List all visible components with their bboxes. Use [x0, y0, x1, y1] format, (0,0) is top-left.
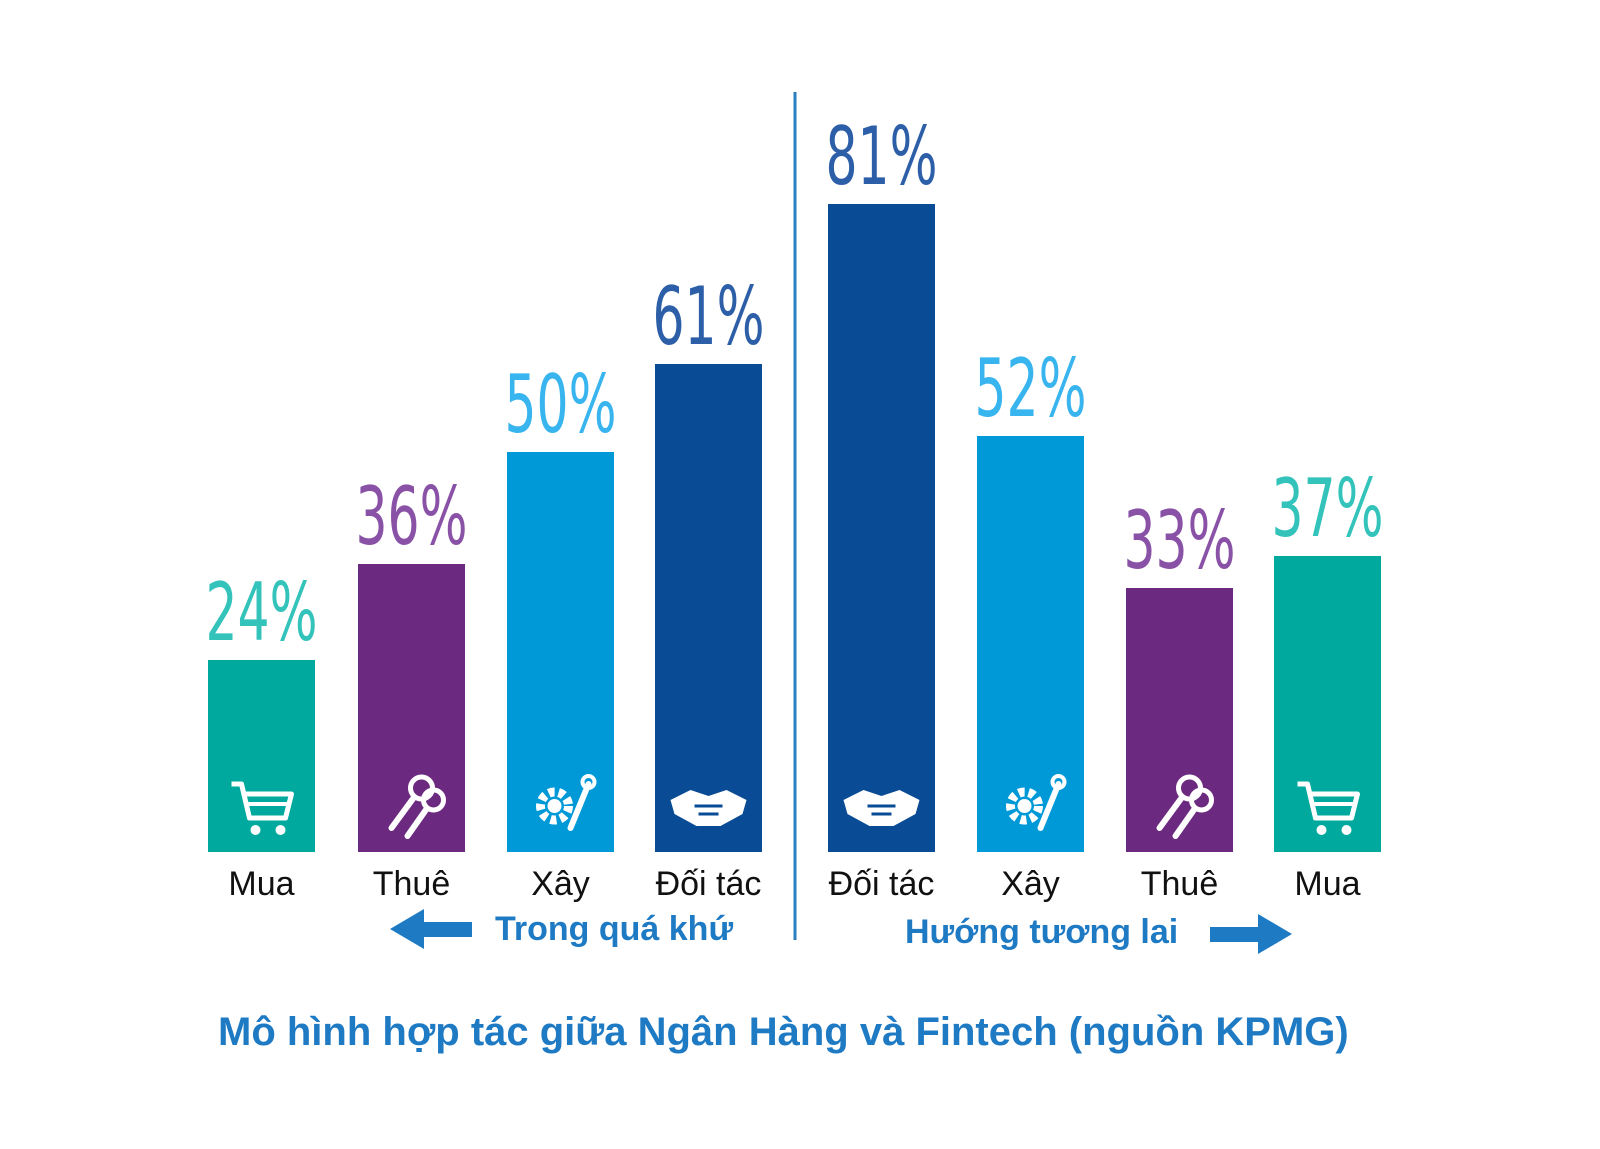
- value-label: 52%: [975, 342, 1087, 435]
- value-label: 50%: [505, 358, 617, 451]
- bar-0-3: [655, 364, 762, 852]
- category-label: Đối tác: [829, 865, 935, 903]
- past-arrow: [390, 909, 472, 949]
- value-label: 36%: [356, 470, 468, 563]
- bar-0-0: [208, 660, 315, 852]
- category-label: Xây: [1001, 865, 1060, 903]
- bar-0-1: [358, 564, 465, 852]
- value-label: 81%: [826, 110, 938, 203]
- category-label: Mua: [228, 865, 294, 903]
- category-label: Xây: [531, 865, 590, 903]
- value-label: 33%: [1124, 494, 1236, 587]
- value-label: 37%: [1272, 462, 1384, 555]
- future-arrow: [1210, 914, 1292, 954]
- bar-1-3: [1274, 556, 1381, 852]
- bar-1-2: [1126, 588, 1233, 852]
- value-label: 61%: [653, 270, 765, 363]
- chart-title: Mô hình hợp tác giữa Ngân Hàng và Fintec…: [218, 1010, 1349, 1054]
- bar-1-0: [828, 204, 935, 852]
- legend-future: Hướng tương lai: [905, 913, 1178, 951]
- value-label: 24%: [206, 566, 318, 659]
- category-label: Đối tác: [656, 865, 762, 903]
- bar-0-2: [507, 452, 614, 852]
- category-label: Mua: [1294, 865, 1360, 903]
- category-label: Thuê: [373, 865, 451, 903]
- category-label: Thuê: [1141, 865, 1219, 903]
- legend-past: Trong quá khứ: [495, 910, 733, 948]
